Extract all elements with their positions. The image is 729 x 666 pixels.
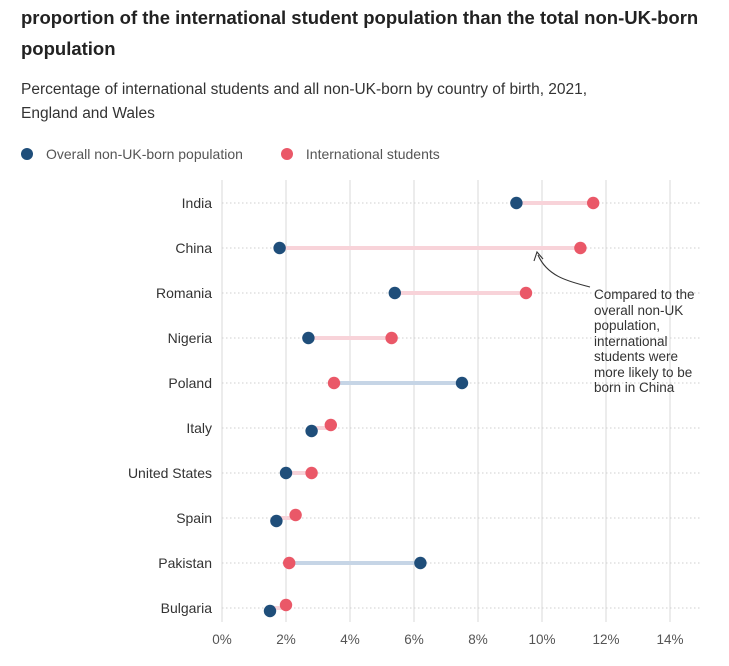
dot-students-poland xyxy=(327,376,341,390)
chart-subtitle: Percentage of international students and… xyxy=(21,81,588,122)
legend-item-non-uk: Overall non-UK-born population xyxy=(21,146,243,162)
dot-students-nigeria xyxy=(385,331,398,345)
dot-students-italy xyxy=(324,418,337,432)
annotation-arrow xyxy=(537,254,591,288)
dot-non-uk-nigeria xyxy=(302,331,315,345)
dot-students-romania xyxy=(519,286,533,300)
dot-non-uk-pakistan xyxy=(414,556,427,570)
dot-students-spain xyxy=(289,508,302,522)
dot-students-india xyxy=(587,196,600,210)
dot-non-uk-china xyxy=(273,241,286,255)
annotation-arrow-layer xyxy=(533,250,591,288)
category-label-romania: Romania xyxy=(156,285,212,301)
dot-non-uk-india xyxy=(510,196,523,210)
x-tick-label: 6% xyxy=(404,632,424,647)
legend-dot-students xyxy=(280,148,293,160)
dot-students-united-states xyxy=(305,466,318,480)
label-layer: 0% 2% 4% 6% 8% 10% 12% 14% India China Romania Nige… xyxy=(128,195,684,647)
x-tick-label: 12% xyxy=(592,632,619,647)
legend-label-students: International students xyxy=(305,146,440,162)
chart-title: proportion of the international student … xyxy=(21,7,699,59)
x-tick-label: 10% xyxy=(528,632,555,647)
legend: Overall non-UK-born population Internati… xyxy=(21,144,478,164)
category-label-pakistan: Pakistan xyxy=(158,555,212,571)
legend-item-students: International students xyxy=(280,146,440,162)
x-tick-label: 14% xyxy=(656,632,683,647)
dot-layer xyxy=(263,196,600,618)
x-tick-label: 0% xyxy=(212,632,232,647)
annotation-text: Compared to the overall non-UK populatio… xyxy=(594,287,695,395)
x-tick-label: 2% xyxy=(276,632,296,647)
category-label-united-states: United States xyxy=(128,465,212,481)
category-label-spain: Spain xyxy=(176,510,212,526)
legend-label-non-uk: Overall non-UK-born population xyxy=(46,146,243,162)
category-label-india: India xyxy=(182,195,213,211)
category-label-bulgaria: Bulgaria xyxy=(161,600,213,616)
grid-layer xyxy=(221,180,700,622)
category-label-china: China xyxy=(175,240,212,256)
x-tick-label: 4% xyxy=(340,632,360,647)
category-label-poland: Poland xyxy=(168,375,212,391)
x-tick-label: 8% xyxy=(468,632,488,647)
dot-students-bulgaria xyxy=(279,598,293,612)
dot-students-pakistan xyxy=(283,556,296,570)
dot-non-uk-bulgaria xyxy=(263,604,277,618)
dot-non-uk-poland xyxy=(455,376,469,390)
connector-layer xyxy=(270,201,594,610)
annotation-arrowhead xyxy=(533,250,544,262)
dot-non-uk-romania xyxy=(388,286,401,300)
category-label-italy: Italy xyxy=(186,420,212,436)
dot-non-uk-united-states xyxy=(279,466,293,480)
category-label-nigeria: Nigeria xyxy=(168,330,213,346)
dot-students-china xyxy=(574,241,587,255)
legend-dot-non-uk xyxy=(21,148,33,160)
dot-non-uk-spain xyxy=(270,514,283,528)
dot-non-uk-italy xyxy=(305,424,318,438)
